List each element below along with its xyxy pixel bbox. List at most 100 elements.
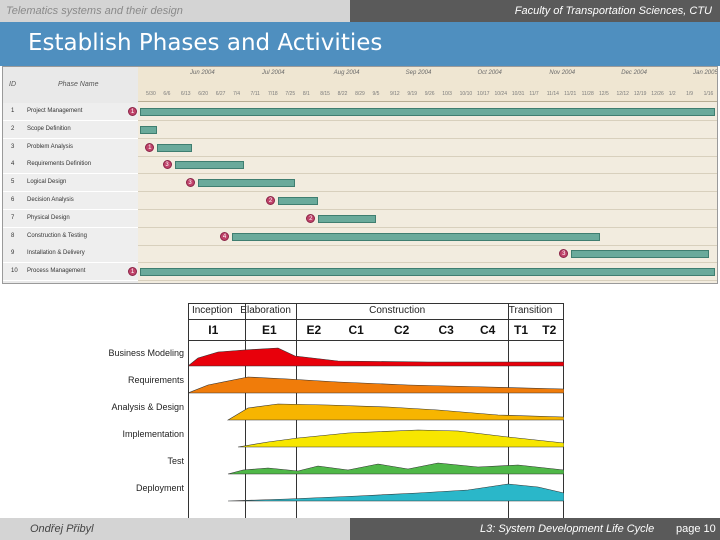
gantt-week-label: 11/21	[564, 91, 577, 97]
gantt-week-label: 10/10	[459, 91, 473, 97]
gantt-week-label: 12/5	[599, 91, 609, 97]
gantt-row-cell	[3, 263, 138, 282]
gantt-row: 4 Requirements Definition 3	[3, 156, 717, 175]
gantt-row-cell	[3, 209, 138, 228]
rup-iteration-label: E2	[306, 323, 322, 337]
gantt-week-label: 1/9	[686, 91, 694, 97]
gantt-row-id: 2	[11, 125, 15, 132]
gantt-row-id: 3	[11, 143, 15, 150]
gantt-week-label: 12/12	[616, 91, 629, 97]
header-subject: Telematics systems and their design	[6, 5, 183, 17]
rup-frame-edge	[188, 303, 189, 518]
rup-phase-label: Construction	[369, 305, 426, 316]
gantt-row-name: Installation & Delivery	[27, 250, 85, 257]
rup-iteration-label: C4	[480, 323, 496, 337]
gantt-week-label: 10/17	[477, 91, 490, 97]
gantt-row-name: Process Management	[27, 268, 86, 275]
gantt-row-id: 6	[11, 197, 15, 203]
gantt-resource-badge: 2	[266, 196, 275, 205]
rup-hump	[226, 403, 564, 421]
rup-iteration-label: I1	[208, 323, 219, 337]
rup-hump	[188, 376, 564, 394]
gantt-week-label: 10/24	[494, 91, 507, 97]
gantt-task-bar	[318, 214, 376, 223]
rup-iteration-label: T1	[514, 323, 529, 337]
gantt-task-bar	[571, 250, 710, 259]
gantt-week-label: 6/27	[215, 91, 226, 97]
gantt-week-label: 9/12	[389, 91, 400, 97]
gantt-row-name: Project Management	[27, 108, 83, 114]
rup-iteration-label: C3	[438, 323, 454, 337]
title-band	[0, 22, 720, 66]
rup-diagram: Inception Elaboration Construction Transiti…	[188, 303, 564, 518]
rup-discipline-label: Deployment	[135, 483, 184, 493]
rup-discipline-label: Implementation	[122, 429, 184, 439]
gantt-row-id: 10	[11, 268, 18, 275]
gantt-row-id: 4	[11, 161, 15, 168]
gantt-resource-badge: 1	[128, 107, 137, 116]
gantt-row-id: 5	[11, 179, 15, 186]
gantt-row: 5 Logical Design 3	[3, 174, 717, 193]
gantt-row: 1 Project Management 1	[3, 103, 717, 121]
gantt-month-label: Sep 2004	[405, 70, 432, 76]
gantt-row-name: Scope Definition	[27, 125, 71, 132]
gantt-month-label: Jul 2004	[261, 70, 285, 76]
gantt-col-id: ID	[9, 81, 16, 88]
gantt-row: 8 Construction & Testing 4	[3, 227, 717, 246]
gantt-week-label: 8/1	[302, 91, 310, 97]
gantt-month-label: Dec 2004	[621, 70, 647, 76]
header-left: Telematics systems and their design	[0, 0, 350, 22]
gantt-task-bar	[140, 108, 715, 116]
gantt-row: 10 Process Management 1	[3, 263, 717, 282]
gantt-row-cell	[3, 245, 138, 264]
gantt-row-cell	[3, 103, 138, 121]
gantt-chart: ID Phase Name Jun 2004 Jul 2004 Aug 2004 Se…	[2, 66, 718, 284]
gantt-week-label: 1/16	[703, 91, 714, 97]
gantt-resource-badge: 3	[162, 160, 172, 170]
gantt-row-name: Logical Design	[27, 179, 67, 186]
gantt-week-label: 9/19	[407, 91, 418, 97]
rup-iteration-label: C1	[348, 323, 364, 337]
rup-discipline-label: Test	[167, 456, 184, 466]
footer-left: Ondřej Přibyl	[0, 518, 350, 540]
gantt-row-id: 7	[11, 214, 15, 221]
rup-iteration-label: C2	[394, 323, 410, 337]
gantt-week-label: 9/5	[372, 91, 380, 97]
gantt-week-label: 10/31	[511, 91, 525, 97]
gantt-resource-badge: 4	[220, 231, 229, 241]
gantt-week-label: 8/15	[320, 91, 330, 97]
gantt-row-cell	[3, 138, 138, 157]
rup-discipline-label: Analysis & Design	[111, 402, 184, 412]
gantt-week-label: 11/14	[546, 91, 559, 97]
gantt-task-bar	[197, 179, 296, 188]
gantt-task-bar	[157, 143, 192, 152]
gantt-resource-badge: 1	[128, 267, 137, 277]
rup-phase-label: Elaboration	[240, 305, 291, 316]
gantt-week-header	[138, 79, 717, 102]
gantt-week-label: 7/4	[233, 91, 241, 97]
gantt-month-label: Oct 2004	[477, 70, 502, 76]
rup-discipline-label: Requirements	[127, 375, 184, 385]
gantt-week-label: 6/13	[180, 91, 191, 97]
gantt-row-cell	[3, 227, 138, 246]
gantt-col-name: Phase Name	[58, 81, 99, 88]
gantt-week-label: 10/3	[442, 91, 452, 97]
gantt-task-bar	[232, 232, 600, 241]
gantt-resource-badge: 2	[306, 213, 316, 223]
gantt-week-label: 5/30	[146, 91, 156, 97]
footer-page: page 10	[676, 523, 716, 535]
gantt-row-name: Requirements Definition	[27, 161, 92, 168]
footer-course: L3: System Development Life Cycle	[480, 523, 655, 535]
gantt-row-name: Problem Analysis	[27, 143, 74, 150]
header-faculty: Faculty of Transportation Sciences, CTU	[514, 5, 712, 17]
gantt-row: 2 Scope Definition	[3, 120, 717, 139]
gantt-week-label: 12/19	[633, 91, 647, 97]
rup-iteration-label: T2	[542, 323, 557, 337]
gantt-week-label: 7/18	[267, 91, 278, 97]
gantt-row-cell	[3, 120, 138, 139]
rup-hump	[227, 483, 564, 502]
gantt-week-label: 6/6	[163, 91, 171, 97]
gantt-row-id: 9	[11, 250, 15, 257]
rup-humps	[188, 347, 564, 502]
rup-header-divider	[188, 319, 564, 320]
